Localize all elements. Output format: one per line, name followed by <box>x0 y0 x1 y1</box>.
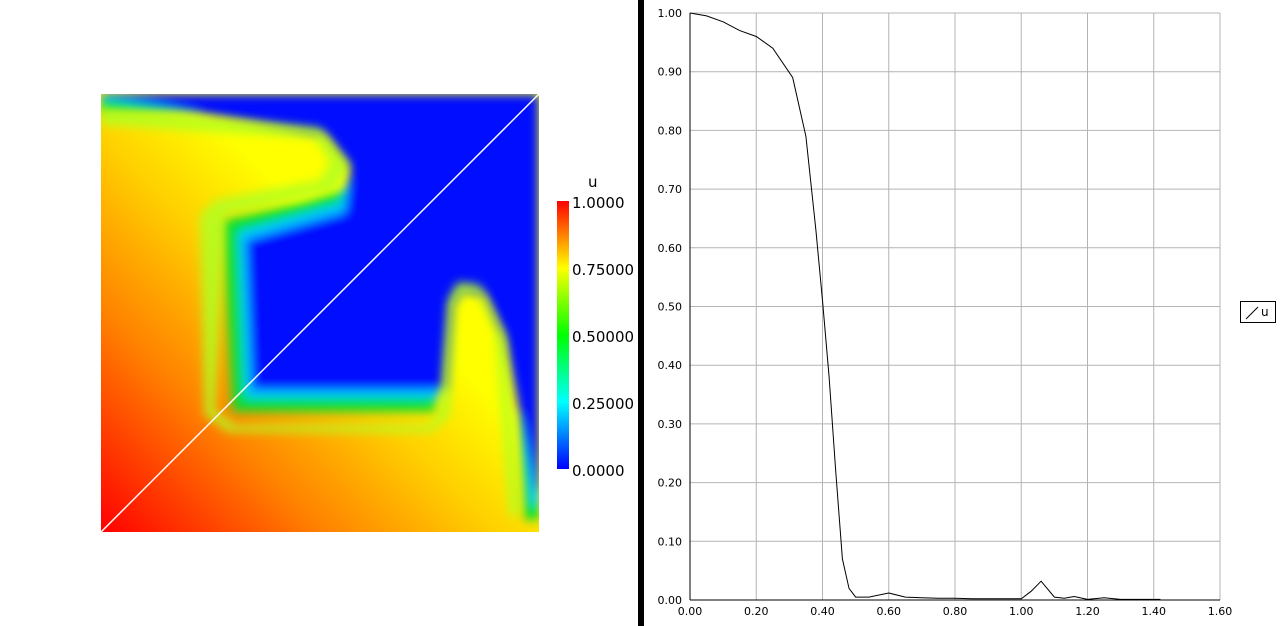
colorbar-tick-label: 0.75000 <box>572 261 635 279</box>
y-tick-label: 0.30 <box>658 418 683 431</box>
colorbar <box>557 201 569 469</box>
y-tick-label: 1.00 <box>658 7 683 20</box>
x-tick-label: 1.60 <box>1208 605 1233 618</box>
y-tick-label: 0.60 <box>658 242 683 255</box>
x-tick-label: 0.00 <box>678 605 703 618</box>
y-tick-label: 0.10 <box>658 535 683 548</box>
x-tick-label: 0.60 <box>877 605 902 618</box>
y-tick-label: 0.40 <box>658 359 683 372</box>
legend: u <box>1240 301 1276 323</box>
field-render <box>101 94 569 532</box>
line-plot-panel: 0.00 0.20 0.40 0.60 0.80 1.00 1.20 1.40 1.60 0.00… <box>644 0 1283 626</box>
legend-label: u <box>1261 305 1269 319</box>
y-tick-label: 0.90 <box>658 66 683 79</box>
tick-labels: 0.00 0.20 0.40 0.60 0.80 1.00 1.20 1.40 1.60 0.00… <box>658 7 1233 618</box>
y-tick-label: 0.80 <box>658 124 683 137</box>
x-tick-label: 0.20 <box>744 605 769 618</box>
y-tick-label: 0.70 <box>658 183 683 196</box>
x-tick-label: 1.00 <box>1009 605 1034 618</box>
y-tick-label: 0.50 <box>658 301 683 314</box>
line-chart: 0.00 0.20 0.40 0.60 0.80 1.00 1.20 1.40 1.60 0.00… <box>658 7 1233 618</box>
x-tick-label: 0.40 <box>810 605 835 618</box>
axes <box>689 13 1220 601</box>
legend-line-icon <box>1245 306 1259 320</box>
field-view-panel: u 1.0000 0.75000 0.50000 0.25000 0.0000 <box>0 0 638 626</box>
colorbar-tick-label: 0.50000 <box>572 328 635 346</box>
series-layer <box>689 12 1161 600</box>
colorbar-tick-label: 0.25000 <box>572 395 635 413</box>
x-tick-label: 1.40 <box>1142 605 1167 618</box>
y-tick-label: 0.00 <box>658 594 683 607</box>
grid-lines <box>689 12 1221 601</box>
colorbar-title: u <box>588 173 598 191</box>
colorbar-tick-label: 1.0000 <box>572 194 625 212</box>
colorbar-tick-label: 0.0000 <box>572 462 625 480</box>
x-tick-label: 0.80 <box>943 605 968 618</box>
series-line-u <box>689 12 1161 600</box>
x-tick-label: 1.20 <box>1075 605 1100 618</box>
diagonal-probe-line <box>101 94 539 532</box>
panel-divider[interactable] <box>638 0 644 626</box>
y-tick-label: 0.20 <box>658 477 683 490</box>
field-image <box>101 94 539 532</box>
